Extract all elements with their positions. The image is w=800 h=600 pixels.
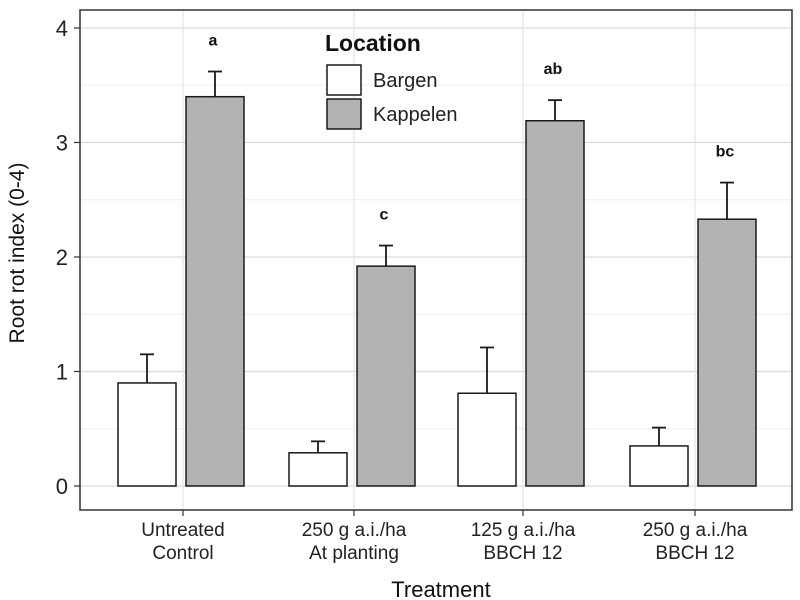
bar-bargen [288, 452, 348, 487]
x-axis-title: Treatment [391, 577, 490, 600]
significance-label: ab [544, 61, 563, 78]
x-tick-label: 125 g a.i./ha BBCH 12 [471, 520, 576, 564]
plot-area-border [79, 9, 793, 511]
y-tick-label: 4 [56, 16, 68, 41]
y-tick-label: 2 [56, 245, 68, 270]
bar-kappelen [697, 218, 757, 487]
bar-bargen [457, 392, 517, 487]
x-tick-label: 250 g a.i./ha BBCH 12 [643, 520, 748, 564]
bars [117, 95, 757, 487]
legend-title: Location [325, 30, 421, 56]
y-tick-label: 0 [56, 474, 68, 499]
y-tick-label: 3 [56, 131, 68, 156]
x-axis: Untreated Control 250 g a.i./ha At planting… [141, 510, 748, 564]
bar-kappelen [356, 265, 416, 487]
y-axis-title: Root rot index (0-4) [6, 163, 29, 344]
legend-label-kappelen: Kappelen [373, 104, 458, 126]
x-tick-label: 250 g a.i./ha At planting [302, 520, 407, 564]
legend: Location Bargen Kappelen [325, 30, 458, 130]
x-tick-label: Untreated Control [141, 520, 224, 564]
significance-label: a [209, 33, 218, 50]
y-tick-label: 1 [56, 360, 68, 385]
error-bars [140, 70, 734, 453]
y-axis: 0 1 2 3 4 [56, 16, 80, 499]
bar-bargen [117, 382, 177, 487]
significance-label: c [380, 207, 389, 224]
legend-swatch-bargen [326, 64, 362, 96]
bar-bargen [629, 445, 689, 487]
legend-swatch-kappelen [326, 98, 362, 130]
legend-label-bargen: Bargen [373, 70, 438, 92]
bar-kappelen [525, 119, 585, 487]
significance-labels: a c ab bc [209, 33, 735, 224]
significance-label: bc [716, 144, 735, 161]
bar-kappelen [185, 95, 245, 487]
